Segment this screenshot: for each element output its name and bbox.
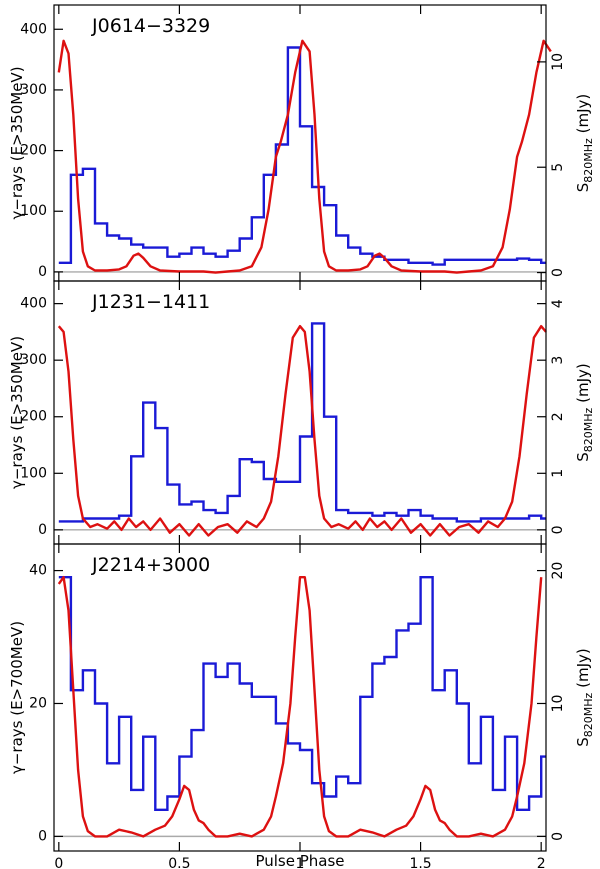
y-axis-label-right: S820MHz (mJy) <box>574 94 595 192</box>
y-tick-label-left: 300 <box>20 82 47 98</box>
panel-2: 0 100 200 300 400 0 1 2 3 4 J1231−1411 γ−rays (E>35… <box>8 280 595 545</box>
y-tick-label-left: 400 <box>20 296 47 312</box>
x-tick-label: 2 <box>537 856 546 869</box>
y-tick-label-right: 0 <box>550 525 566 534</box>
y-tick-label-left: 100 <box>20 203 47 219</box>
x-axis-label: Pulse Phase <box>255 852 344 869</box>
y-tick-label-right: 3 <box>550 356 566 365</box>
y-tick-label-right: 20 <box>550 562 566 580</box>
x-tick-label: 1.5 <box>409 856 431 869</box>
y-axis-label-left: γ−rays (E>700MeV) <box>8 621 26 774</box>
y-tick-label-left: 0 <box>38 828 47 844</box>
gamma-ray-histogram <box>58 46 546 266</box>
pulsar-label: J1231−1411 <box>91 291 210 313</box>
y-tick-label-left: 0 <box>38 522 47 538</box>
y-tick-label-left: 0 <box>38 264 47 280</box>
radio-profile-curve <box>57 576 543 838</box>
y-tick-label-right: 0 <box>550 832 566 841</box>
x-tick-label: 0 <box>54 856 63 869</box>
y-tick-label-left: 400 <box>20 21 47 37</box>
x-tick-label: 1 <box>296 856 305 869</box>
y-tick-label-right: 2 <box>550 412 566 421</box>
y-axis-label-right: S820MHz (mJy) <box>574 363 595 461</box>
radio-profile-curve <box>57 325 547 537</box>
panel-1: 0 100 200 300 400 0 5 10 J0614−3329 γ−rays (E>350… <box>8 4 595 282</box>
y-tick-label-right: 0 <box>550 268 566 277</box>
gamma-ray-histogram <box>58 576 546 811</box>
y-tick-label-right: 10 <box>550 53 566 71</box>
y-axis-label-left: γ−rays (E>350MeV) <box>8 66 26 219</box>
y-axis-label-right: S820MHz (mJy) <box>574 648 595 746</box>
y-tick-label-right: 1 <box>550 469 566 478</box>
radio-profile-curve <box>57 39 552 274</box>
y-tick-label-right: 4 <box>550 299 566 308</box>
y-tick-label-left: 40 <box>29 563 47 579</box>
y-tick-label-left: 200 <box>20 409 47 425</box>
y-tick-label-left: 20 <box>29 695 47 711</box>
y-tick-label-left: 300 <box>20 352 47 368</box>
pulsar-label: J2214+3000 <box>91 554 210 576</box>
x-tick-label: 0.5 <box>168 856 190 869</box>
panel-frame <box>53 280 547 545</box>
y-tick-label-right: 10 <box>550 695 566 713</box>
pulsar-label: J0614−3329 <box>91 15 210 37</box>
y-tick-label-left: 100 <box>20 465 47 481</box>
y-axis-label-left: γ−rays (E>350MeV) <box>8 336 26 489</box>
y-tick-label-left: 200 <box>20 143 47 159</box>
y-tick-label-right: 5 <box>550 163 566 172</box>
gamma-ray-histogram <box>58 322 546 523</box>
